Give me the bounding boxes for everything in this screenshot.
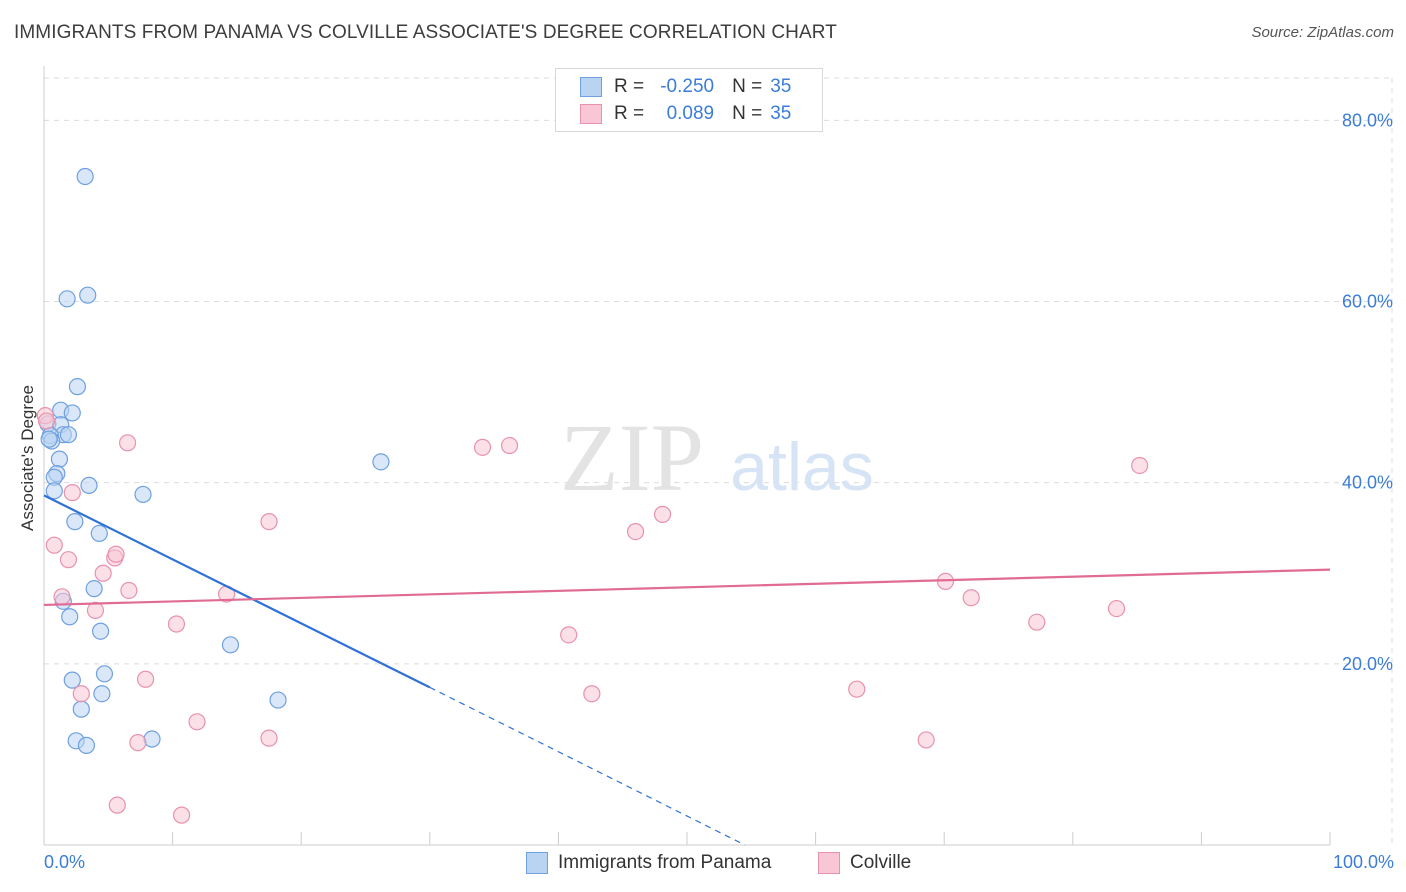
watermark-zip: ZIP	[560, 404, 704, 511]
bottom-legend-label-colville: Colville	[850, 852, 912, 873]
colville-point	[962, 589, 980, 607]
y-tick-label: 20.0%	[1342, 654, 1393, 674]
colville-point	[560, 626, 578, 644]
colville-point	[1028, 613, 1046, 631]
colville-point	[473, 438, 492, 456]
colville-point	[173, 806, 191, 824]
colville-point	[86, 601, 105, 619]
panama-point	[66, 513, 84, 531]
chart-title: IMMIGRANTS FROM PANAMA VS COLVILLE ASSOC…	[14, 22, 837, 43]
data-points	[36, 167, 1149, 824]
colville-point	[94, 564, 112, 582]
bottom-legend-panama: Immigrants from Panama	[526, 852, 771, 874]
legend-swatch-panama	[580, 77, 602, 97]
legend-n-value: 35	[770, 103, 792, 124]
colville-point	[500, 436, 519, 455]
panama-point	[143, 730, 161, 748]
colville-point	[118, 434, 137, 452]
panama-point	[45, 482, 63, 500]
colville-point	[626, 522, 645, 541]
legend-n-value: 35	[770, 76, 792, 97]
panama-point	[93, 685, 111, 703]
y-tick-label: 60.0%	[1342, 292, 1393, 312]
panama-point	[58, 290, 76, 308]
colville-point	[37, 412, 56, 430]
panama-point	[63, 671, 81, 689]
colville-point	[108, 796, 126, 814]
legend-r-label: R =	[614, 76, 645, 97]
correlation-legend: R = -0.250 N = 35 R = 0.089 N = 35	[555, 68, 823, 132]
legend-row-panama: R = -0.250 N = 35	[580, 75, 791, 99]
panama-point	[269, 691, 287, 709]
legend-r-label: R =	[614, 103, 645, 124]
legend-n-label: N =	[732, 76, 763, 97]
panama-point	[134, 485, 152, 504]
source-label: Source: ZipAtlas.com	[1251, 24, 1394, 41]
y-tick-label: 80.0%	[1342, 110, 1393, 130]
panama-point	[77, 736, 96, 754]
panama-point	[72, 700, 90, 718]
trend-lines	[43, 494, 1331, 846]
colville-point	[1131, 456, 1149, 475]
y-tick-label: 40.0%	[1342, 473, 1393, 493]
colville-point	[59, 551, 78, 569]
colville-point	[136, 670, 155, 688]
colville-point	[260, 513, 278, 531]
colville-point	[1107, 599, 1126, 618]
legend-r-value: 0.089	[666, 103, 715, 124]
legend-row-colville: R = 0.089 N = 35	[580, 102, 791, 126]
panama-point	[91, 622, 110, 640]
panama-point	[95, 665, 114, 683]
colville-point	[167, 615, 186, 633]
axes	[43, 66, 1331, 846]
legend-r-value: -0.250	[660, 76, 715, 97]
panama-point	[90, 524, 108, 543]
colville-point	[848, 680, 866, 698]
colville-point	[45, 536, 63, 554]
panama-point	[40, 430, 58, 448]
panama-point	[79, 286, 97, 304]
colville-point	[53, 588, 71, 606]
panama-point	[85, 580, 103, 598]
panama-point	[68, 378, 87, 396]
panama-point	[76, 167, 94, 186]
x-tick-label-min: 0.0%	[44, 852, 86, 872]
panama-trend-line	[43, 494, 431, 689]
x-tick-label-max: 100.0%	[1332, 852, 1394, 872]
colville-point	[120, 581, 138, 600]
colville-point	[63, 484, 81, 502]
bottom-legend-swatch-colville	[818, 852, 840, 874]
bottom-legend-colville: Colville	[818, 852, 911, 874]
colville-point	[188, 713, 206, 731]
bottom-legend-label-panama: Immigrants from Panama	[558, 852, 772, 873]
grid-lines	[44, 77, 1393, 845]
colville-point	[129, 734, 147, 752]
colville-point	[653, 505, 672, 523]
panama-trend-line-extension	[429, 686, 746, 846]
watermark: ZIP atlas	[560, 404, 874, 511]
colville-point	[917, 731, 935, 749]
legend-swatch-colville	[580, 104, 602, 124]
legend-n-label: N =	[732, 103, 763, 124]
y-tick-labels: 20.0% 40.0% 60.0% 80.0%	[1342, 110, 1393, 673]
colville-point	[72, 685, 90, 703]
panama-point	[59, 426, 78, 444]
panama-point	[372, 453, 390, 471]
colville-point	[260, 729, 278, 747]
watermark-atlas: atlas	[730, 429, 874, 505]
bottom-legend-swatch-panama	[526, 852, 548, 874]
colville-point	[107, 545, 125, 563]
panama-point	[61, 608, 79, 626]
panama-point	[221, 636, 240, 654]
panama-point	[63, 404, 81, 422]
colville-trend-line	[43, 568, 1331, 607]
colville-point	[583, 685, 601, 703]
panama-point	[50, 450, 69, 468]
panama-point	[80, 476, 98, 494]
